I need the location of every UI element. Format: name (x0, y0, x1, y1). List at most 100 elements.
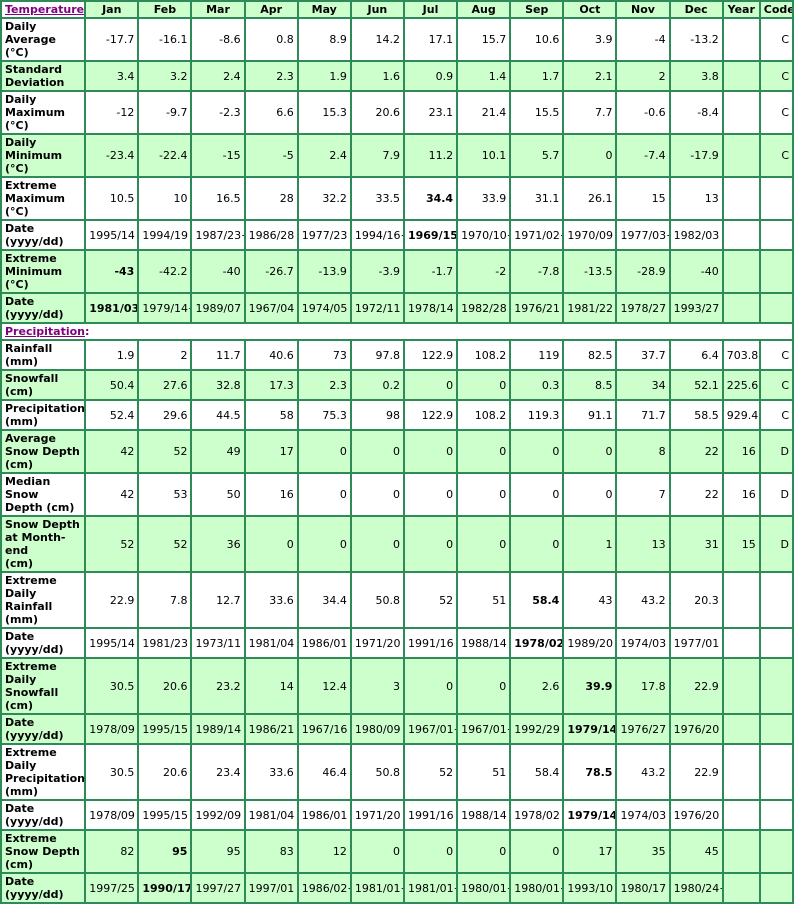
row-header: Date (yyyy/dd) (0, 627, 87, 659)
data-cell: 1972/11 (349, 292, 405, 324)
data-cell: 39.9 (562, 657, 618, 715)
data-cell: 50.8 (349, 743, 405, 801)
data-cell: 1981/04 (243, 627, 299, 659)
table-row: Precipitation (mm) 52.4 29.6 44.5 58 75.3 98 12… (0, 399, 794, 431)
data-cell: 1967/04 (243, 292, 299, 324)
column-header-year: Year (721, 0, 761, 19)
data-cell: -15 (190, 133, 246, 178)
data-cell: 50.8 (349, 571, 405, 629)
data-cell: 16 (243, 472, 299, 517)
data-cell: 12 (296, 829, 352, 874)
data-cell: 52 (84, 515, 140, 573)
data-cell: 0 (349, 429, 405, 474)
code-cell: D (758, 429, 794, 474)
data-cell: 43 (562, 571, 618, 629)
table-row: Snowfall (cm) 50.4 27.6 32.8 17.3 2.3 0.2 0 0 0.3… (0, 369, 794, 401)
data-cell: -17.9 (668, 133, 724, 178)
data-cell: 2 (137, 339, 193, 371)
data-cell: 34 (615, 369, 671, 401)
data-cell: 1993/10 (562, 872, 618, 904)
data-cell: 52.1 (668, 369, 724, 401)
row-header: Daily Minimum (°C) (0, 133, 87, 178)
precipitation-section-cell: Precipitation: (0, 322, 794, 341)
row-header: Extreme Maximum (°C) (0, 176, 87, 221)
data-cell: 31.1 (509, 176, 565, 221)
data-cell: 1978/14 (402, 292, 459, 324)
year-cell: 225.6 (721, 369, 761, 401)
row-header: Extreme Daily Rainfall (mm) (0, 571, 87, 629)
data-cell: 50.4 (84, 369, 140, 401)
data-cell: 0.9 (402, 60, 459, 92)
data-cell: -17.7 (84, 17, 140, 62)
data-cell: 28 (243, 176, 299, 221)
data-cell: 33.6 (243, 743, 299, 801)
data-cell: 1978/02 (509, 627, 565, 659)
data-cell: 20.6 (137, 657, 193, 715)
data-cell: 1979/14 (562, 713, 618, 745)
data-cell: 30.5 (84, 743, 140, 801)
section-link-precipitation[interactable]: Precipitation (5, 325, 85, 338)
data-cell: 5.7 (509, 133, 565, 178)
data-cell: 0 (509, 829, 565, 874)
data-cell: -0.6 (615, 90, 671, 135)
table-row: Date (yyyy/dd) 1978/09 1995/15 1992/09 1981/… (0, 799, 794, 831)
data-cell: -43 (84, 249, 140, 294)
data-cell: 0 (509, 515, 565, 573)
data-cell: 7.7 (562, 90, 618, 135)
data-cell: 15.7 (456, 17, 512, 62)
data-cell: 33.9 (456, 176, 512, 221)
code-cell: D (758, 515, 794, 573)
data-cell: 2.3 (296, 369, 352, 401)
data-cell: 11.2 (402, 133, 459, 178)
data-cell: 23.2 (190, 657, 246, 715)
data-cell: 108.2 (456, 339, 512, 371)
data-cell: 0 (402, 515, 459, 573)
row-header: Daily Average (°C) (0, 17, 87, 62)
data-cell: -2 (456, 249, 512, 294)
column-header-dec: Dec (668, 0, 724, 19)
data-cell: 0 (562, 429, 618, 474)
data-cell: -7.8 (509, 249, 565, 294)
data-cell: 44.5 (190, 399, 246, 431)
data-cell: 1976/27 (615, 713, 671, 745)
data-cell: 42 (84, 472, 140, 517)
table-row: Snow Depth at Month-end (cm) 52 52 36 0 0 0 0 0 0… (0, 515, 794, 573)
data-cell: -2.3 (190, 90, 246, 135)
data-cell: 6.6 (243, 90, 299, 135)
data-cell: 1980/01+ (509, 872, 565, 904)
data-cell: 1995/15 (137, 713, 193, 745)
data-cell: 1990/17+ (137, 872, 193, 904)
data-cell: 43.2 (615, 571, 671, 629)
row-header: Date (yyyy/dd) (0, 799, 87, 831)
data-cell: 13 (668, 176, 724, 221)
data-cell: 0 (296, 515, 352, 573)
data-cell: 1997/25 (84, 872, 140, 904)
data-cell: 30.5 (84, 657, 140, 715)
table-row: Extreme Snow Depth (cm) 82 95 95 83 12 0 0 0 0 17 3… (0, 829, 794, 874)
code-cell (758, 292, 794, 324)
data-cell: 1976/20 (668, 713, 724, 745)
data-cell: 1986/28 (243, 219, 299, 251)
row-header: Average Snow Depth (cm) (0, 429, 87, 474)
data-cell: 0.8 (243, 17, 299, 62)
data-cell: 0 (562, 133, 618, 178)
section-link-temperature[interactable]: Temperature (5, 3, 85, 16)
data-cell: 1969/15 (402, 219, 459, 251)
year-cell (721, 219, 761, 251)
data-cell: 78.5 (562, 743, 618, 801)
data-cell: 119 (509, 339, 565, 371)
table-row: Median Snow Depth (cm) 42 53 50 16 0 0 0 0 0 0 7 22 1… (0, 472, 794, 517)
table-row: Date (yyyy/dd)1995/141994/191987/23+1986… (0, 219, 794, 251)
data-cell: 14 (243, 657, 299, 715)
data-cell: 1974/05 (296, 292, 352, 324)
table-row: Daily Average (°C) -17.7 -16.1 -8.6 0.8 8.9 14… (0, 17, 794, 62)
data-cell: 20.6 (349, 90, 405, 135)
data-cell: 1.4 (456, 60, 512, 92)
data-cell: 22.9 (84, 571, 140, 629)
data-cell: 0 (402, 429, 459, 474)
data-cell: 13 (615, 515, 671, 573)
data-cell: 52.4 (84, 399, 140, 431)
data-cell: 1977/01 (668, 627, 724, 659)
data-cell: 1.6 (349, 60, 405, 92)
data-cell: 2.3 (243, 60, 299, 92)
